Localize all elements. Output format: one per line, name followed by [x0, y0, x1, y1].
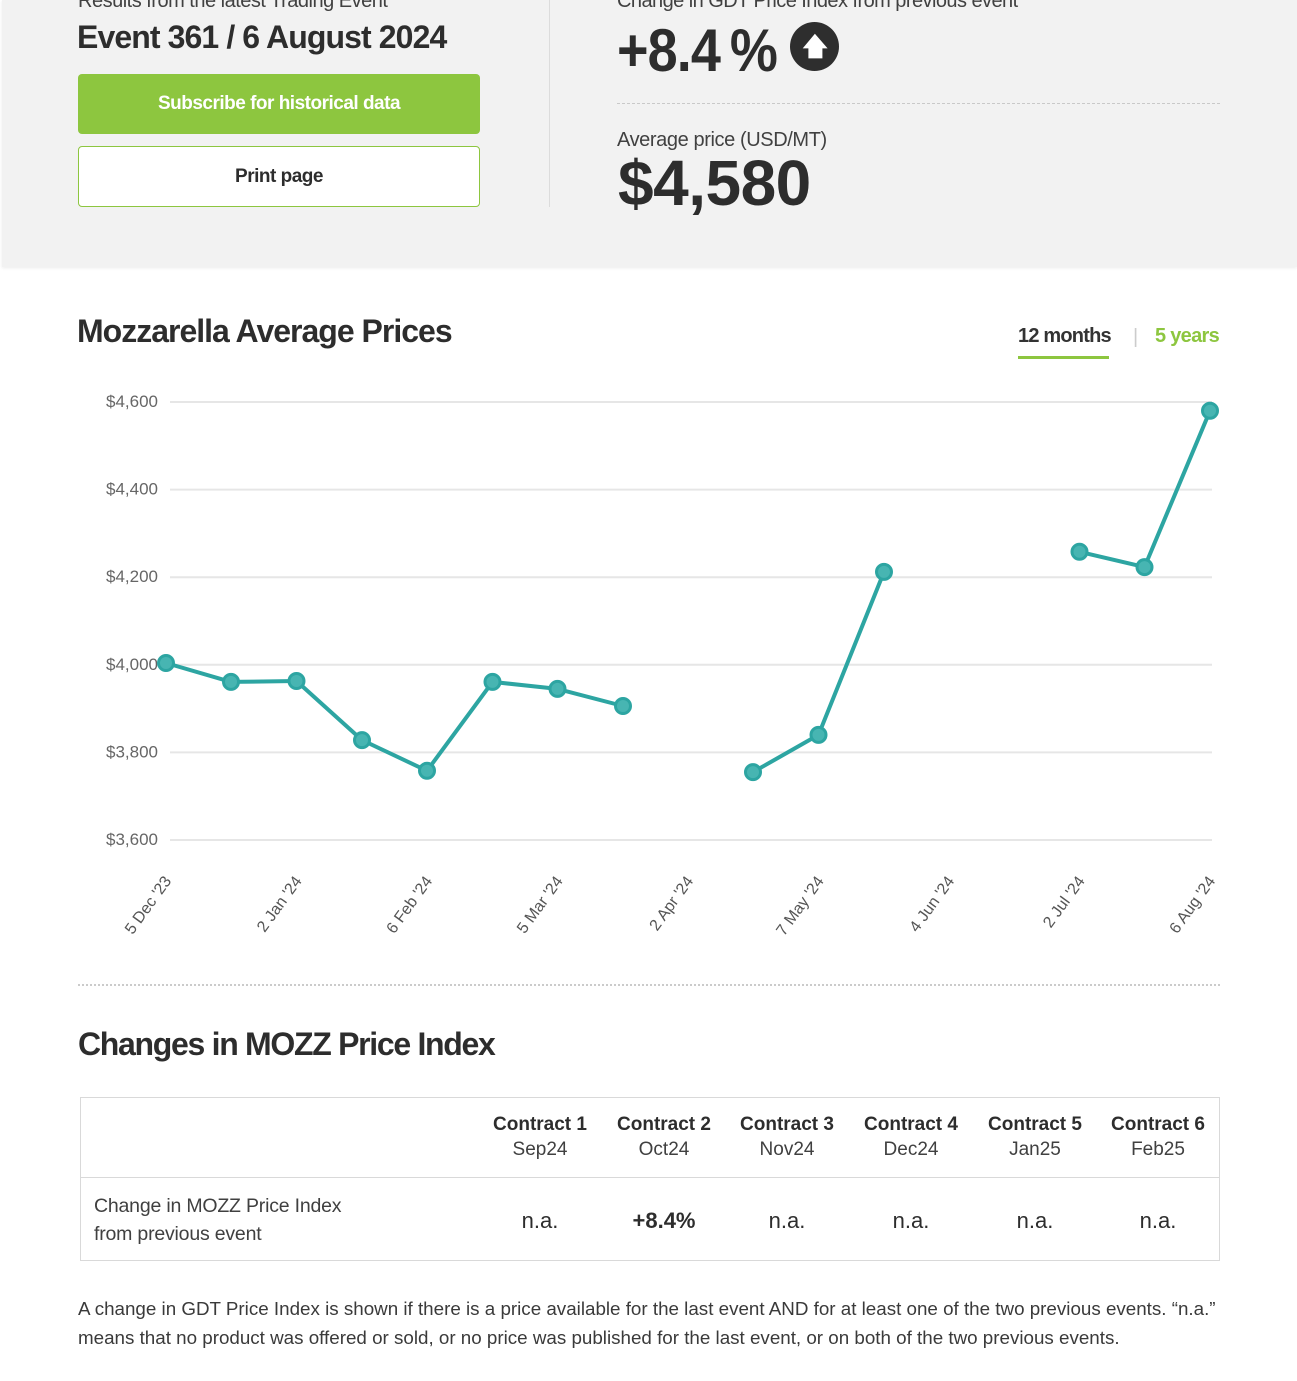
svg-text:6 Feb '24: 6 Feb '24: [384, 873, 437, 937]
svg-text:4 Jun '24: 4 Jun '24: [907, 873, 959, 935]
svg-text:2 Jan '24: 2 Jan '24: [254, 873, 306, 935]
svg-text:2 Apr '24: 2 Apr '24: [647, 873, 698, 934]
svg-text:2 Jul '24: 2 Jul '24: [1040, 873, 1089, 931]
svg-text:$3,800: $3,800: [106, 742, 158, 761]
svg-text:7 May '24: 7 May '24: [773, 873, 827, 939]
svg-text:$4,600: $4,600: [106, 392, 158, 411]
svg-text:5 Mar '24: 5 Mar '24: [514, 873, 567, 937]
svg-text:$4,000: $4,000: [106, 655, 158, 674]
svg-text:5 Dec '23: 5 Dec '23: [122, 873, 175, 937]
svg-text:6 Aug '24: 6 Aug '24: [1167, 873, 1220, 937]
svg-text:$4,400: $4,400: [106, 480, 158, 499]
svg-text:$3,600: $3,600: [106, 830, 158, 849]
svg-text:$4,200: $4,200: [106, 567, 158, 586]
